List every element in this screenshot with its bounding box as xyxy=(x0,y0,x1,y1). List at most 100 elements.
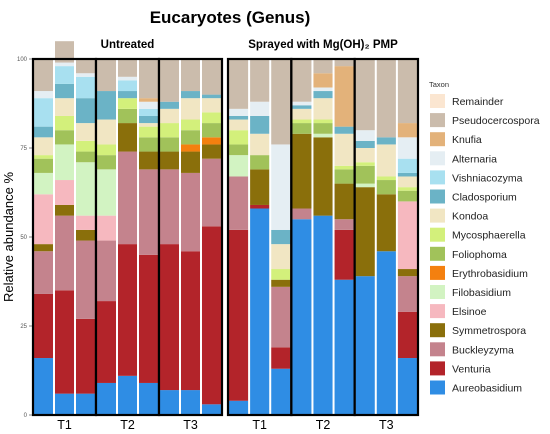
bar-segment-aureobasidium xyxy=(250,208,270,415)
bar-segment-pseudocercospora xyxy=(202,59,221,95)
legend-swatch xyxy=(430,132,445,147)
bar-segment-mycosphaerella xyxy=(397,187,417,191)
bar-segment-venturia xyxy=(250,204,270,209)
bar-segment-cladosporium xyxy=(355,140,375,148)
bar-segment-foliophoma xyxy=(355,165,375,184)
bar-segment-foliophoma xyxy=(139,137,158,152)
chart-title: Eucaryotes (Genus) xyxy=(150,8,311,27)
bar-segment-kondoa xyxy=(160,108,179,124)
x-group-label: T2 xyxy=(316,418,331,432)
bar-segment-filobasidium xyxy=(34,172,53,195)
legend-swatch xyxy=(430,265,445,280)
bar-segment-elsinoe xyxy=(34,194,53,245)
bar-segment-vishniacozyma xyxy=(397,158,417,173)
bar-segment-foliophoma xyxy=(160,137,179,152)
bar-segment-symmetrospora xyxy=(160,151,179,170)
bar-segment-cladosporium xyxy=(397,172,417,177)
bar-segment-pseudocercospora xyxy=(160,59,179,102)
x-group-label: T3 xyxy=(183,418,198,432)
group-frame xyxy=(157,57,224,417)
bar-segment-filobasidium xyxy=(229,155,249,177)
bar-segment-symmetrospora xyxy=(139,151,158,170)
legend-swatch xyxy=(430,380,445,395)
legend-title: Taxon xyxy=(429,80,449,89)
bar-segment-venturia xyxy=(160,244,179,391)
bar-segment-mycosphaerella xyxy=(202,112,221,124)
bar-segment-venturia xyxy=(118,244,137,376)
bar-segment-symmetrospora xyxy=(34,244,53,252)
bar-segment-pseudocercospora xyxy=(250,59,270,102)
legend-label: Erythrobasidium xyxy=(452,268,528,280)
bar-segment-vishniacozyma xyxy=(139,108,158,116)
bar-segment-knufia xyxy=(397,123,417,138)
bar-segment-symmetrospora xyxy=(376,194,396,252)
bar-segment-kondoa xyxy=(34,137,53,156)
bar-segment-kondoa xyxy=(55,98,74,116)
bar-segment-buckleyzyma xyxy=(55,215,74,291)
bar-segment-cladosporium xyxy=(202,94,221,99)
bar-segment-elsinoe xyxy=(55,180,74,205)
bar-segment-foliophoma xyxy=(313,123,333,134)
bar-segment-symmetrospora xyxy=(118,123,137,152)
bar-segment-cladosporium xyxy=(376,137,396,145)
bar-segment-venturia xyxy=(334,229,354,280)
bar-segment-buckleyzyma xyxy=(181,172,200,252)
bar-segment-venturia xyxy=(97,301,116,383)
bar-segment-kondoa xyxy=(313,98,333,120)
bar-segment-venturia xyxy=(229,229,249,401)
panel-label: Sprayed with Mg(OH)₂ PMP xyxy=(248,39,398,51)
bar-segment-cladosporium xyxy=(292,105,312,109)
bar-segment-kondoa xyxy=(334,133,354,166)
bar-segment-aureobasidium xyxy=(355,276,375,415)
bar-segment-venturia xyxy=(76,318,95,394)
bar-segment-erythrobasidium xyxy=(181,144,200,152)
bar-segment-pseudocercospora xyxy=(271,59,291,145)
bar-segment-buckleyzyma xyxy=(139,169,158,255)
bar-segment-pseudocercospora xyxy=(334,59,354,67)
bar-segment-symmetrospora xyxy=(397,269,417,277)
legend-swatch xyxy=(430,227,445,242)
bar-segment-aureobasidium xyxy=(76,393,95,415)
bar-segment-cladosporium xyxy=(139,115,158,124)
bar-segment-filobasidium xyxy=(313,133,333,138)
bar-segment-mycosphaerella xyxy=(55,115,74,131)
bar-segment-kondoa xyxy=(97,119,116,145)
bar-segment-symmetrospora xyxy=(292,133,312,209)
bar-segment-aureobasidium xyxy=(160,390,179,415)
bar-segment-kondoa xyxy=(376,144,396,177)
bar-segment-mycosphaerella xyxy=(97,144,116,156)
bar-segment-kondoa xyxy=(250,133,270,156)
bar-segment-aureobasidium xyxy=(139,382,158,415)
bar-segment-venturia xyxy=(34,293,53,359)
bar-segment-cladosporium xyxy=(160,101,179,109)
bar-segment-cladosporium xyxy=(34,126,53,138)
bar-segment-elsinoe xyxy=(97,215,116,241)
bar-segment-buckleyzyma xyxy=(271,286,291,348)
panel-label: Untreated xyxy=(101,39,155,51)
bar-segment-alternaria xyxy=(55,62,74,67)
bar-segment-alternaria xyxy=(139,101,158,109)
legend-label: Knufia xyxy=(452,134,482,146)
legend-label: Aureobasidium xyxy=(452,383,522,395)
bar-segment-cladosporium xyxy=(271,229,291,245)
bar-segment-buckleyzyma xyxy=(397,276,417,312)
bar-segment-buckleyzyma xyxy=(202,158,221,227)
bar-segment-symmetrospora xyxy=(76,229,95,241)
bar-segment-venturia xyxy=(139,254,158,383)
bar-segment-venturia xyxy=(271,347,291,369)
bar-segment-kondoa xyxy=(271,244,291,270)
bar-segment-mycosphaerella xyxy=(376,176,396,181)
bar-segment-aureobasidium xyxy=(376,251,396,415)
legend-swatch xyxy=(430,323,445,338)
bar-segment-alternaria xyxy=(229,108,249,116)
bar-segment-elsinoe xyxy=(397,201,417,270)
bar-segment-vishniacozyma xyxy=(55,66,74,84)
bar-segment-mycosphaerella xyxy=(139,126,158,138)
x-group-label: T3 xyxy=(379,418,394,432)
bar-segment-buckleyzyma xyxy=(292,208,312,220)
bar-segment-cladosporium xyxy=(229,115,249,120)
bar-segment-erythrobasidium xyxy=(202,137,221,145)
bar-segment-foliophoma xyxy=(76,151,95,163)
legend-swatch xyxy=(430,170,445,185)
